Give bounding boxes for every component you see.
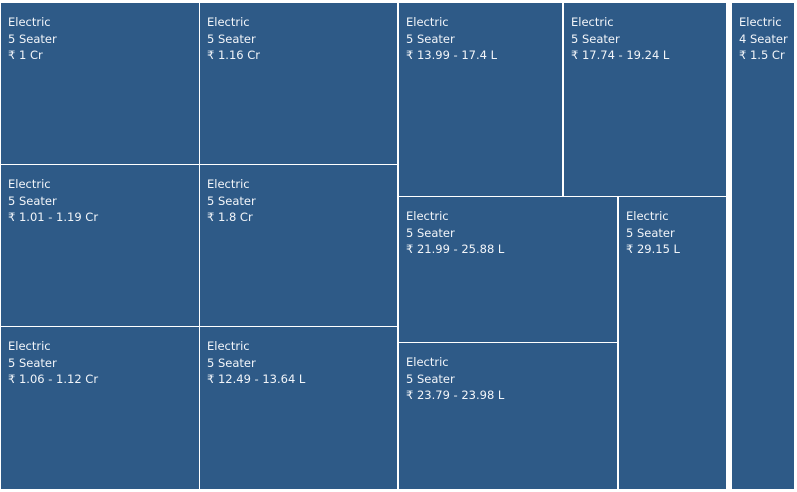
treemap-tile[interactable]: Electric 5 Seater ₹ 1.8 Cr: [200, 165, 397, 326]
tile-price-label: ₹ 1.16 Cr: [207, 48, 260, 62]
tile-seating-label: 5 Seater: [406, 225, 455, 240]
tile-price-label: ₹ 29.15 L: [626, 242, 680, 256]
tile-label: Electric 4 Seater ₹ 1.5 Cr: [739, 14, 788, 64]
treemap-tile[interactable]: Electric 5 Seater ₹ 29.15 L: [619, 197, 726, 489]
tile-seating-label: 5 Seater: [406, 371, 455, 386]
tile-label: Electric 5 Seater ₹ 23.79 - 23.98 L: [406, 354, 504, 404]
treemap-tile[interactable]: Electric 4 Seater ₹ 1.5 Cr: [732, 3, 794, 489]
treemap-tile[interactable]: Electric 5 Seater ₹ 1 Cr: [1, 3, 199, 164]
tile-seating-label: 5 Seater: [8, 31, 57, 46]
tile-label: Electric 5 Seater ₹ 13.99 - 17.4 L: [406, 14, 497, 64]
tile-seating-label: 5 Seater: [207, 193, 256, 208]
tile-fuel-label: Electric: [8, 15, 51, 29]
treemap-tile[interactable]: Electric 5 Seater ₹ 17.74 - 19.24 L: [564, 3, 726, 196]
tile-fuel-label: Electric: [571, 15, 614, 29]
treemap-tile[interactable]: Electric 5 Seater ₹ 23.79 - 23.98 L: [399, 343, 617, 489]
tile-price-label: ₹ 1.06 - 1.12 Cr: [8, 372, 99, 386]
tile-fuel-label: Electric: [207, 15, 250, 29]
treemap-tile[interactable]: Electric 5 Seater ₹ 13.99 - 17.4 L: [399, 3, 562, 196]
tile-fuel-label: Electric: [8, 177, 51, 191]
tile-price-label: ₹ 1.5 Cr: [739, 48, 785, 62]
tile-fuel-label: Electric: [406, 209, 449, 223]
tile-label: Electric 5 Seater ₹ 1.16 Cr: [207, 14, 260, 64]
tile-fuel-label: Electric: [8, 339, 51, 353]
tile-label: Electric 5 Seater ₹ 1.8 Cr: [207, 176, 256, 226]
treemap-tile[interactable]: Electric 5 Seater ₹ 1.06 - 1.12 Cr: [1, 327, 199, 489]
tile-label: Electric 5 Seater ₹ 17.74 - 19.24 L: [571, 14, 669, 64]
tile-label: Electric 5 Seater ₹ 1.06 - 1.12 Cr: [8, 338, 98, 388]
tile-seating-label: 5 Seater: [207, 31, 256, 46]
tile-seating-label: 5 Seater: [626, 225, 675, 240]
treemap-tile[interactable]: Electric 5 Seater ₹ 1.01 - 1.19 Cr: [1, 165, 199, 326]
tile-seating-label: 5 Seater: [8, 355, 57, 370]
tile-seating-label: 5 Seater: [406, 31, 455, 46]
tile-label: Electric 5 Seater ₹ 1 Cr: [8, 14, 57, 64]
tile-price-label: ₹ 17.74 - 19.24 L: [571, 48, 670, 62]
tile-price-label: ₹ 1.01 - 1.19 Cr: [8, 210, 99, 224]
tile-price-label: ₹ 1.8 Cr: [207, 210, 253, 224]
treemap-tile[interactable]: Electric 5 Seater ₹ 1.16 Cr: [200, 3, 397, 164]
tile-price-label: ₹ 21.99 - 25.88 L: [406, 242, 505, 256]
tile-fuel-label: Electric: [207, 177, 250, 191]
tile-seating-label: 5 Seater: [571, 31, 620, 46]
tile-price-label: ₹ 23.79 - 23.98 L: [406, 388, 505, 402]
treemap-tile[interactable]: Electric 5 Seater ₹ 12.49 - 13.64 L: [200, 327, 397, 489]
tile-fuel-label: Electric: [207, 339, 250, 353]
tile-label: Electric 5 Seater ₹ 1.01 - 1.19 Cr: [8, 176, 98, 226]
tile-label: Electric 5 Seater ₹ 12.49 - 13.64 L: [207, 338, 305, 388]
tile-fuel-label: Electric: [739, 15, 782, 29]
tile-label: Electric 5 Seater ₹ 29.15 L: [626, 208, 680, 258]
tile-fuel-label: Electric: [626, 209, 669, 223]
tile-fuel-label: Electric: [406, 15, 449, 29]
tile-label: Electric 5 Seater ₹ 21.99 - 25.88 L: [406, 208, 504, 258]
tile-price-label: ₹ 13.99 - 17.4 L: [406, 48, 498, 62]
tile-fuel-label: Electric: [406, 355, 449, 369]
tile-price-label: ₹ 1 Cr: [8, 48, 43, 62]
treemap-tile[interactable]: Electric 5 Seater ₹ 21.99 - 25.88 L: [399, 197, 617, 342]
tile-price-label: ₹ 12.49 - 13.64 L: [207, 372, 306, 386]
tile-seating-label: 4 Seater: [739, 31, 788, 46]
tile-seating-label: 5 Seater: [207, 355, 256, 370]
tile-seating-label: 5 Seater: [8, 193, 57, 208]
